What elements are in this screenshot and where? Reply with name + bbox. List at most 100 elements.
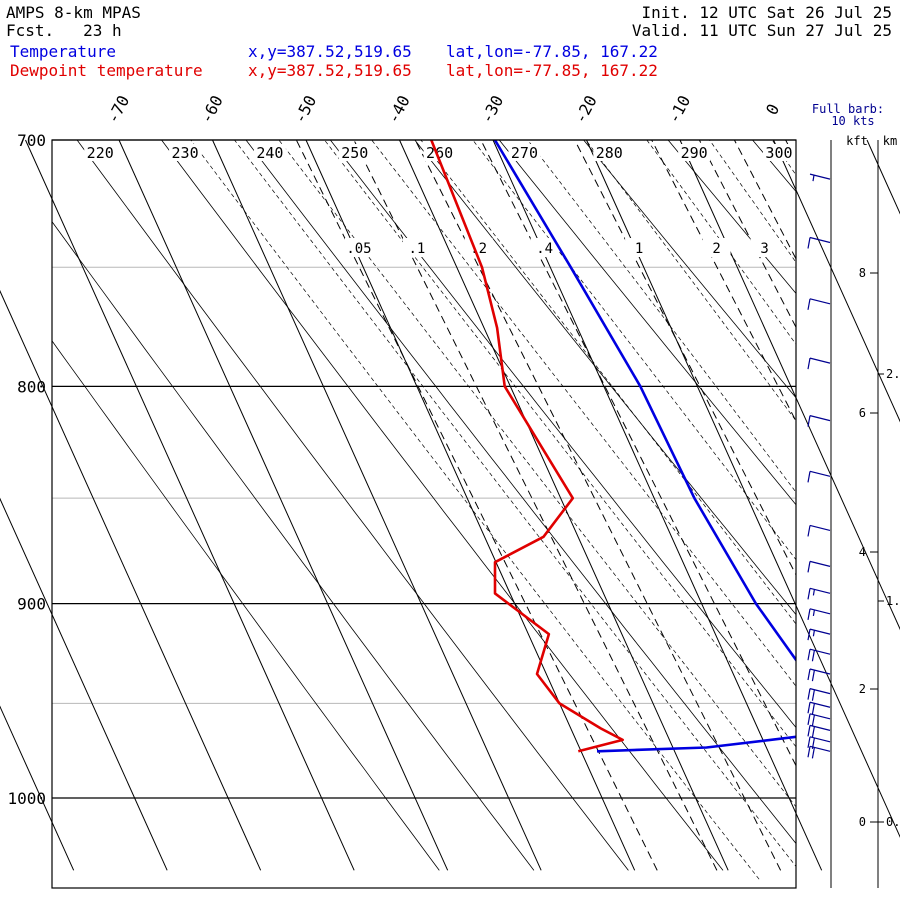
wind-barb-staff <box>809 724 831 731</box>
moist-adiabat <box>278 140 796 808</box>
wind-barb-feather <box>807 746 811 758</box>
wind-barb-feather <box>807 237 811 249</box>
wind-barb-staff <box>809 608 831 615</box>
isotherm <box>118 139 449 871</box>
dry-adiabat <box>677 0 900 870</box>
wind-barb-feather <box>811 726 815 738</box>
temperature-tick-label: 0 <box>762 101 783 118</box>
wind-barb <box>807 298 831 310</box>
isotherm <box>305 139 636 871</box>
pressure-tick-label: 900 <box>17 595 46 614</box>
moist-adiabat <box>849 0 900 879</box>
mixing-ratio-line <box>704 0 900 870</box>
theta-label: 250 <box>341 144 368 162</box>
km-label: km <box>883 134 897 148</box>
dewpoint-profile <box>430 140 624 753</box>
kft-label: kft <box>846 134 868 148</box>
wind-barb <box>807 648 831 662</box>
dry-adiabat <box>498 140 796 506</box>
wind-barb-staff <box>809 357 831 364</box>
temperature-tick-label: -70 <box>103 92 133 126</box>
wind-barb-feather <box>807 713 811 725</box>
theta-label: 240 <box>256 144 283 162</box>
dry-adiabat <box>839 0 900 870</box>
theta-label: 220 <box>87 144 114 162</box>
moist-adiabat <box>646 140 796 345</box>
legend-temperature-name: Temperature <box>10 42 116 61</box>
wind-barb-feather <box>811 747 815 759</box>
mixing-ratio-label-bg <box>344 238 373 257</box>
wind-barb-half-feather <box>812 609 815 617</box>
wind-barb <box>809 173 831 182</box>
legend-dewpoint-latlon: lat,lon=-77.85, 167.22 <box>446 61 658 80</box>
wind-barb-half-feather <box>812 589 815 596</box>
wind-barb-half-feather <box>812 630 815 637</box>
theta-label: 300 <box>765 144 792 162</box>
wind-barb-feather <box>807 736 811 748</box>
dry-adiabat <box>329 140 796 729</box>
mixing-ratio-label: 3 <box>760 241 768 257</box>
isotherm <box>212 139 542 871</box>
moist-adiabat <box>472 140 796 561</box>
temperature-tick-label: -10 <box>664 92 694 126</box>
kft-tick-label: 2 <box>859 682 866 696</box>
temperature-tick-label: -30 <box>477 92 507 126</box>
wind-barb-feather <box>807 688 811 700</box>
mixing-ratio-label-bg <box>702 238 731 257</box>
wind-barb-feather <box>807 415 811 427</box>
legend-dewpoint-xy: x,y=387.52,519.65 <box>248 61 412 80</box>
forecast-hour: Fcst. 23 h <box>6 21 122 40</box>
theta-label: 290 <box>681 144 708 162</box>
wind-barb <box>807 701 831 715</box>
theta-label: 270 <box>511 144 538 162</box>
mixing-ratio-label: .05 <box>346 241 371 257</box>
theta-label-bg <box>593 144 626 161</box>
temperature-tick-label: -60 <box>196 92 226 126</box>
theta-label-bg <box>762 144 795 161</box>
mixing-ratio-line <box>414 140 782 871</box>
mixing-ratio-label-bg <box>625 238 654 257</box>
wind-barb-staff <box>809 236 831 244</box>
wind-barb-feather <box>807 649 811 661</box>
wind-barb <box>807 628 831 641</box>
mixing-ratio-label-bg <box>750 238 779 257</box>
wind-barb-staff <box>809 560 831 567</box>
km-tick-label: 1. <box>886 594 900 608</box>
theta-label-bg <box>338 144 371 161</box>
dry-adiabat <box>596 0 900 870</box>
theta-label: 260 <box>426 144 453 162</box>
wind-barb-feather <box>807 608 811 620</box>
mixing-ratio-line <box>698 140 796 329</box>
isotherm <box>866 139 900 215</box>
dry-adiabat <box>52 340 440 871</box>
wind-barb <box>807 560 831 573</box>
temperature-tick-label: -50 <box>290 92 320 126</box>
moist-adiabat <box>788 0 900 879</box>
dry-adiabat <box>667 140 796 294</box>
wind-barb <box>807 587 831 600</box>
mixing-ratio-line <box>295 140 658 871</box>
wind-barb-feather <box>807 629 811 641</box>
moist-adiabat <box>771 140 796 176</box>
dry-adiabat <box>752 140 796 193</box>
moist-adiabat <box>234 140 796 868</box>
kft-tick-label: 8 <box>859 266 866 280</box>
moist-adiabat <box>324 140 796 748</box>
pressure-tick-label: 800 <box>17 377 46 396</box>
wind-barb <box>807 415 831 427</box>
mixing-ratio-label: 2 <box>712 241 720 257</box>
pressure-tick-label: 700 <box>17 131 46 150</box>
wind-barb-staff <box>809 688 831 695</box>
wind-barb <box>807 724 831 738</box>
wind-barb-staff <box>809 415 831 422</box>
theta-label: 280 <box>596 144 623 162</box>
valid-time: Valid. 11 UTC Sun 27 Jul 25 <box>631 21 892 40</box>
wind-barb <box>807 470 831 483</box>
isotherm <box>492 139 823 871</box>
mixing-ratio-line <box>651 140 796 423</box>
theta-label-bg <box>508 144 541 161</box>
wind-barb-feather <box>807 588 811 600</box>
wind-barb-staff <box>809 745 831 752</box>
